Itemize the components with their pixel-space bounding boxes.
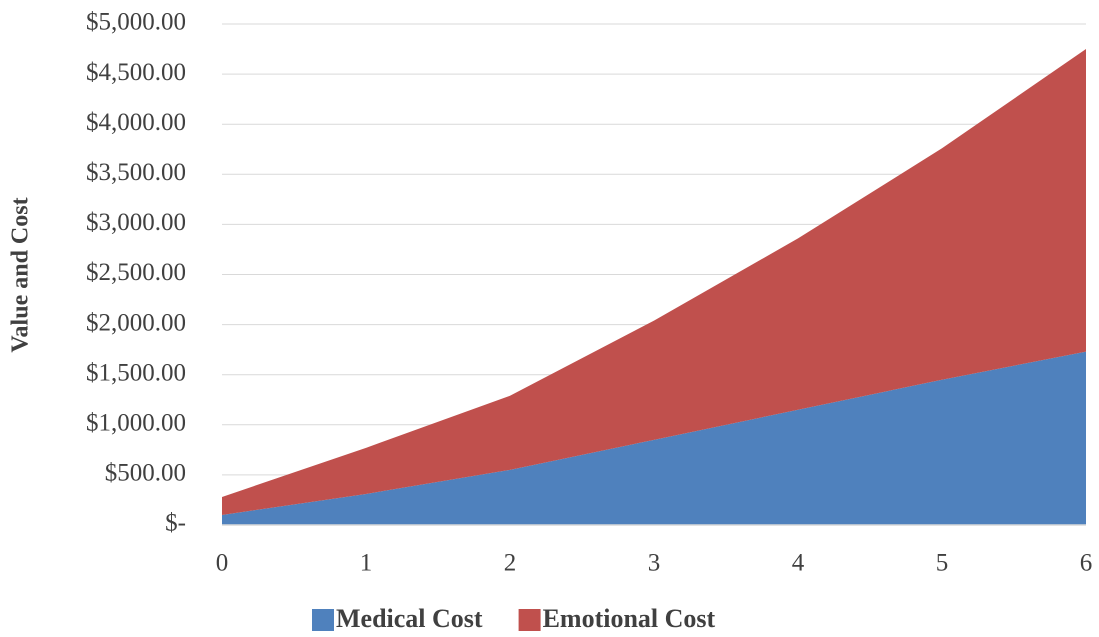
x-tick-label: 4 [792,550,805,577]
y-tick-label: $1,500.00 [86,359,186,386]
y-tick-label: $500.00 [105,460,186,487]
x-tick-label: 6 [1080,550,1093,577]
legend-swatch [518,609,541,631]
x-tick-label: 5 [936,550,949,577]
area [222,49,1086,515]
y-tick-label: $2,000.00 [86,309,186,336]
y-tick-label: $4,000.00 [86,109,186,136]
y-tick-label: $- [165,510,186,537]
legend-label: Medical Cost [336,604,483,633]
legend-swatch [312,609,334,631]
y-axis-title: Value and Cost [8,197,34,352]
y-tick-label: $3,500.00 [86,159,186,186]
legend-label: Emotional Cost [543,604,716,633]
y-tick-label: $4,500.00 [86,59,186,86]
x-tick-label: 0 [216,550,229,577]
y-tick-label: $1,000.00 [86,410,186,437]
x-tick-label: 2 [504,550,517,577]
y-tick-label: $2,500.00 [86,259,186,286]
area [222,351,1086,525]
x-tick-label: 3 [648,550,661,577]
x-tick-label: 1 [360,550,373,577]
y-tick-label: $5,000.00 [86,9,186,36]
y-tick-label: $3,000.00 [86,209,186,236]
